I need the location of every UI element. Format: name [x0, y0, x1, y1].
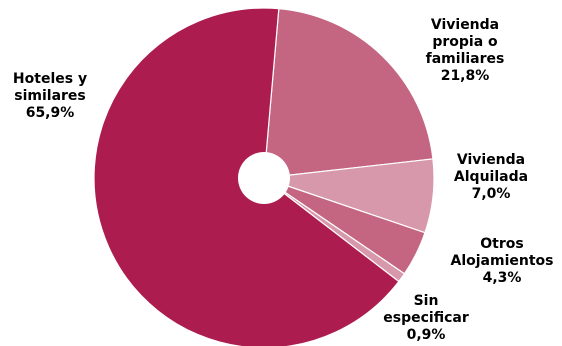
data-label-line: 0,9%	[407, 327, 446, 343]
data-label-line: 7,0%	[472, 186, 511, 202]
data-label-line: similares	[14, 88, 86, 104]
data-label-line: Sin	[414, 293, 439, 309]
data-label-line: propia o	[432, 34, 498, 50]
data-label-hoteles-y-similares: Hoteles y similares 65,9%	[13, 71, 87, 121]
data-label-line: Alojamientos	[451, 253, 554, 269]
data-label-line: familiares	[426, 51, 505, 67]
data-label-line: Otros	[480, 236, 523, 252]
data-label-line: Hoteles y	[13, 71, 87, 87]
data-label-line: 21,8%	[441, 68, 490, 84]
data-label-line: Vivienda	[457, 152, 525, 168]
data-label-vivienda-propia-o-familiares: Vivienda propia o familiares 21,8%	[426, 17, 505, 84]
data-label-line: Alquilada	[454, 169, 528, 185]
data-label-line: 4,3%	[483, 270, 522, 286]
data-label-line: 65,9%	[26, 105, 75, 121]
data-label-sin-especificar: Sin especificar 0,9%	[383, 293, 469, 343]
data-label-otros-alojamientos: Otros Alojamientos 4,3%	[451, 236, 554, 286]
data-label-vivienda-alquilada: Vivienda Alquilada 7,0%	[454, 152, 528, 202]
center-hole	[238, 152, 290, 204]
data-label-line: Vivienda	[431, 17, 499, 33]
pie-slice-vivienda-propia-o-familiares	[263, 7, 434, 179]
data-label-line: especificar	[383, 310, 469, 326]
